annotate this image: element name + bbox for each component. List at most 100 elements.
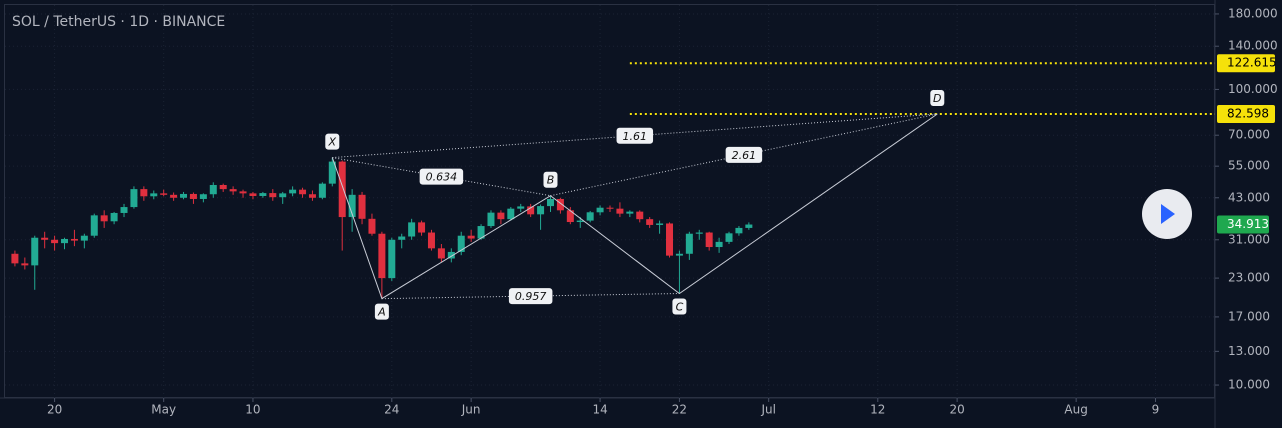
candle-body — [606, 207, 614, 209]
candle-body — [388, 239, 396, 279]
candle-body — [180, 193, 188, 198]
x-tick-label: 22 — [672, 403, 687, 417]
price-level-tag — [1217, 104, 1275, 123]
candle-body — [447, 251, 455, 259]
candle-body — [150, 193, 158, 197]
point-label-box — [325, 133, 340, 150]
ratio-label: 0.957 — [515, 290, 547, 303]
candle-body — [80, 235, 88, 241]
price-level-label: 122.615 — [1227, 56, 1277, 70]
candle-body — [170, 194, 178, 198]
candle-body — [219, 184, 227, 190]
candle-body — [279, 193, 287, 198]
candle-body — [308, 194, 316, 198]
y-tick-label: 55.000 — [1228, 159, 1270, 173]
ratio-label-box — [616, 127, 654, 144]
y-tick-label: 180.000 — [1228, 6, 1278, 20]
chart-title: SOL / TetherUS · 1D · BINANCE — [12, 14, 225, 30]
point-label-box — [374, 303, 389, 320]
candle-body — [338, 161, 346, 218]
ratio-label: 1.61 — [623, 130, 648, 143]
candle-body — [31, 237, 39, 266]
candle-body — [675, 253, 683, 256]
y-tick-label: 17.000 — [1228, 309, 1270, 323]
candle-body — [517, 206, 525, 209]
candle-body — [537, 206, 545, 215]
ratio-label: 2.61 — [732, 149, 757, 162]
y-tick-label: 70.000 — [1228, 128, 1270, 142]
candle-body — [348, 194, 356, 218]
candle-body — [90, 215, 98, 236]
play-button[interactable] — [1142, 189, 1192, 239]
candle-body — [130, 189, 138, 208]
candle-body — [120, 207, 128, 213]
candle-body — [527, 206, 535, 215]
x-tick-label: Jul — [760, 403, 775, 417]
candle-body — [477, 226, 485, 239]
point-label-box — [930, 89, 945, 106]
candle-body — [269, 193, 277, 198]
candle-body — [110, 212, 118, 222]
candle-body — [140, 189, 148, 197]
candle-body — [239, 191, 247, 194]
x-tick-label: May — [151, 403, 176, 417]
point-label-box — [672, 298, 687, 315]
candle-body — [546, 198, 554, 207]
pattern: 0.634 0.957 1.61 2.61 X A B C D — [325, 62, 1215, 320]
y-tick-label: 31.000 — [1228, 232, 1270, 246]
ratio-label: 0.634 — [426, 171, 458, 184]
candle-body — [467, 235, 475, 239]
candle-body — [100, 215, 108, 222]
candle-body — [666, 223, 674, 256]
candle-body — [596, 207, 604, 213]
candle-body — [368, 218, 376, 234]
point-label-box — [543, 171, 558, 188]
candle-body — [685, 233, 693, 254]
ratio-line — [332, 157, 551, 197]
y-tick-label: 100.000 — [1228, 82, 1278, 96]
candle-body — [497, 212, 505, 220]
price-level-label: 82.598 — [1227, 106, 1269, 120]
candle-body — [418, 222, 426, 233]
candle-body — [427, 232, 435, 249]
point-label: B — [547, 174, 555, 187]
candle-body — [735, 227, 743, 234]
y-tick-label: 13.000 — [1228, 344, 1270, 358]
candle-body — [656, 223, 664, 225]
y-tick-label: 10.000 — [1228, 378, 1270, 392]
candle-body — [457, 235, 465, 252]
candle-body — [358, 194, 366, 219]
candle-body — [328, 161, 336, 184]
candle-body — [160, 193, 168, 195]
x-tick-label: Jun — [461, 403, 481, 417]
x-tick-label: 10 — [245, 403, 260, 417]
pattern-line — [331, 113, 938, 300]
candle-body — [249, 193, 257, 196]
x-tick-label: 14 — [592, 403, 607, 417]
candle-body — [259, 193, 267, 196]
candle-body — [725, 233, 733, 242]
candle-body — [507, 208, 515, 220]
candle-body — [566, 210, 574, 223]
point-label: D — [933, 92, 941, 105]
x-tick-label: 12 — [870, 403, 885, 417]
candle-body — [289, 189, 297, 194]
candle-body — [646, 219, 654, 225]
candle-body — [41, 237, 49, 240]
price-level-tag — [1217, 54, 1275, 73]
y-tick-label: 43.000 — [1228, 190, 1270, 204]
ratio-label-box — [419, 168, 464, 185]
candle-body — [616, 208, 624, 214]
ratio-label-box — [508, 288, 553, 305]
x-tick-label: 24 — [384, 403, 399, 417]
candle-body — [705, 232, 713, 248]
play-icon[interactable] — [1161, 204, 1175, 224]
candle-body — [318, 183, 326, 198]
axes: 180.000 140.000 100.000 70.000 55.000 43.000 3… — [47, 6, 1278, 416]
candles — [11, 157, 753, 299]
candle-body — [209, 184, 217, 195]
x-tick-label: 20 — [949, 403, 964, 417]
candle-body — [229, 189, 237, 192]
candle-body — [70, 238, 78, 241]
